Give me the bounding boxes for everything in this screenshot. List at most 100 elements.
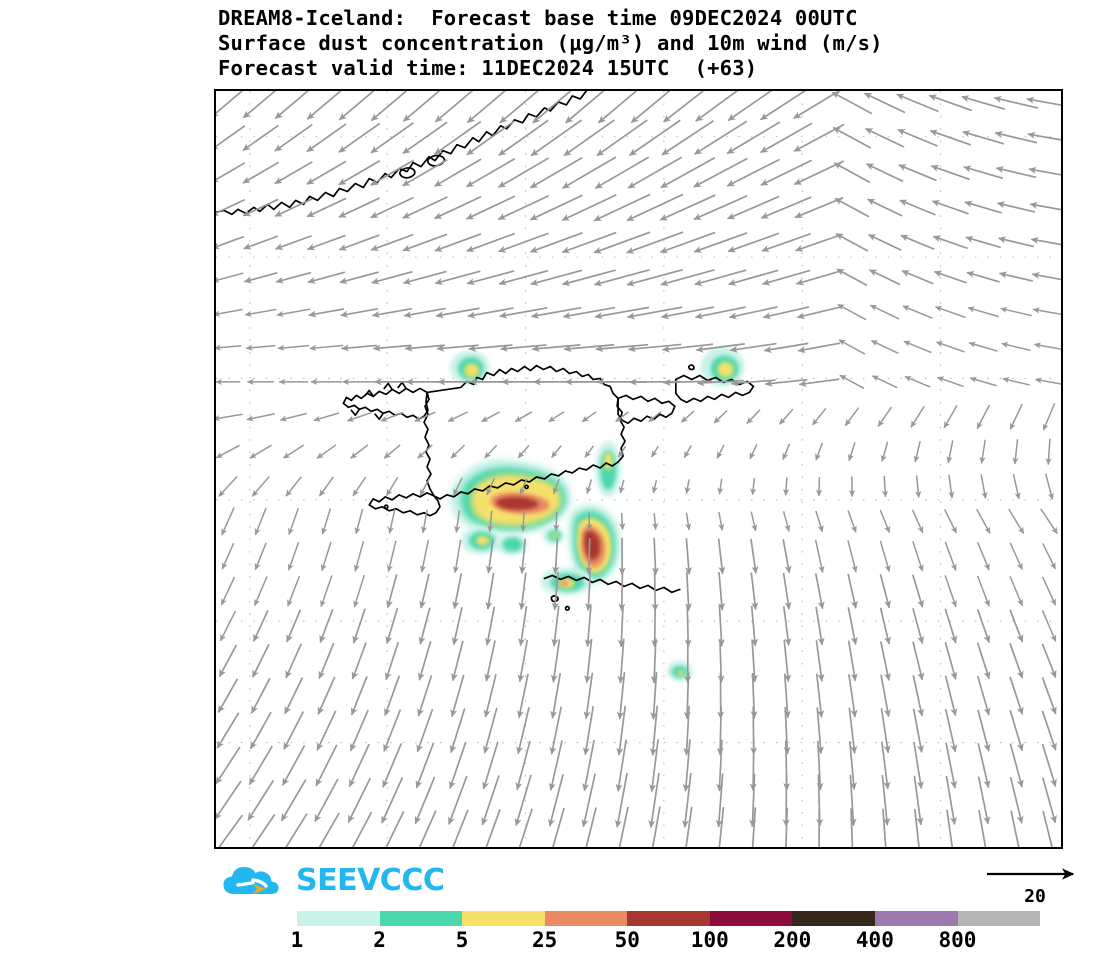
wind-arrow — [275, 199, 312, 216]
wind-arrow — [403, 122, 447, 153]
wind-arrow — [654, 538, 656, 575]
colorbar-segment-200-400 — [792, 911, 875, 926]
wind-arrow — [816, 540, 823, 573]
wind-arrow — [945, 642, 955, 679]
wind-arrow — [1028, 134, 1061, 141]
wind-arrow — [310, 346, 343, 349]
wind-arrow — [384, 710, 400, 752]
wind-arrow — [453, 641, 463, 681]
wind-arrow — [307, 235, 345, 249]
colorbar-segment-2-5 — [380, 911, 463, 926]
wind-arrow — [866, 129, 905, 147]
seevccc-logo[interactable]: SEEVCCC — [222, 861, 444, 901]
wind-arrow — [451, 445, 464, 458]
wind-arrow — [982, 440, 986, 464]
wind-arrow — [1043, 543, 1056, 569]
wind-arrow — [998, 203, 1035, 212]
wind-arrow — [595, 270, 650, 285]
wind-arrow — [244, 236, 278, 249]
wind-arrow — [281, 780, 305, 821]
wind-arrow — [848, 607, 855, 644]
wind-arrow — [222, 507, 234, 535]
wind-arrow — [784, 606, 789, 645]
wind-arrow — [622, 513, 623, 530]
wind-vector-field — [216, 91, 1061, 847]
wind-arrow — [515, 412, 532, 422]
wind-arrow — [978, 576, 990, 606]
wind-arrow — [848, 540, 856, 572]
wind-arrow — [761, 123, 812, 152]
coastline-islet-4 — [385, 505, 388, 508]
wind-arrow — [1010, 710, 1022, 750]
wind-arrow — [849, 442, 855, 460]
wind-arrow — [780, 409, 793, 424]
wind-arrow — [221, 577, 234, 605]
wind-arrow — [714, 411, 727, 423]
wind-arrow — [868, 199, 903, 216]
wind-arrow — [283, 745, 305, 785]
wind-arrow — [243, 91, 278, 118]
wind-arrow — [316, 745, 337, 786]
wind-arrow — [661, 158, 715, 188]
colorbar-segment-50-100 — [627, 911, 710, 926]
wind-arrow — [884, 476, 885, 497]
wind-arrow — [751, 539, 756, 573]
coastline-greenland-inlet — [400, 168, 415, 178]
wind-arrow — [899, 165, 937, 181]
wind-arrow — [783, 539, 789, 573]
wind-arrow — [1043, 744, 1056, 786]
wind-arrow — [307, 124, 346, 152]
wind-arrow — [835, 198, 869, 216]
wind-arrow — [283, 445, 303, 458]
wind-arrow — [594, 232, 650, 252]
wind-arrow — [761, 91, 813, 120]
wind-arrow — [385, 676, 399, 716]
wind-arrow — [372, 309, 411, 316]
wind-arrow — [356, 509, 363, 534]
wind-arrow — [387, 608, 398, 643]
wind-arrow — [999, 238, 1034, 246]
wind-arrow — [902, 271, 933, 284]
wind-arrow — [694, 233, 747, 252]
wind-arrow — [728, 91, 779, 120]
wind-arrow — [747, 410, 760, 424]
wind-arrow — [933, 236, 967, 248]
wind-arrow — [686, 479, 689, 493]
wind-arrow — [965, 202, 1002, 213]
wind-arrow — [717, 445, 724, 458]
wind-arrow — [562, 195, 616, 220]
wind-arrow — [936, 342, 964, 352]
wind-arrow — [969, 343, 997, 351]
wind-arrow — [518, 445, 529, 457]
wind-arrow — [1029, 169, 1061, 176]
colorbar-segment-1-2 — [297, 911, 380, 926]
wind-arrow — [1010, 643, 1023, 678]
wind-arrow — [653, 480, 656, 493]
wind-arrow — [353, 642, 367, 679]
wind-arrow — [275, 162, 312, 184]
wind-arrow — [322, 542, 331, 571]
wind-arrow — [219, 476, 237, 496]
dust-plume-reykjanes-tip — [542, 527, 564, 545]
wind-arrow — [1030, 204, 1061, 211]
wind-arrow — [216, 310, 242, 315]
wind-arrow — [353, 477, 366, 496]
wind-arrow — [218, 679, 237, 713]
coastline-westfjords-fjord4 — [351, 409, 359, 415]
wind-arrow — [582, 412, 596, 422]
coastline-westfjords-fjord5 — [375, 413, 383, 419]
wind-arrow — [322, 508, 330, 534]
wind-arrow — [355, 541, 363, 571]
wind-arrow — [878, 407, 891, 426]
wind-arrow — [1034, 344, 1061, 349]
wind-arrow — [660, 232, 715, 252]
forecast-map-panel[interactable] — [214, 89, 1063, 849]
wind-arrow — [837, 269, 867, 285]
wind-arrow — [681, 411, 694, 422]
wind-arrow — [845, 408, 858, 426]
wind-arrow — [388, 574, 397, 607]
wind-arrow — [913, 510, 923, 533]
wind-arrow — [250, 445, 272, 458]
wind-arrow — [728, 233, 779, 251]
